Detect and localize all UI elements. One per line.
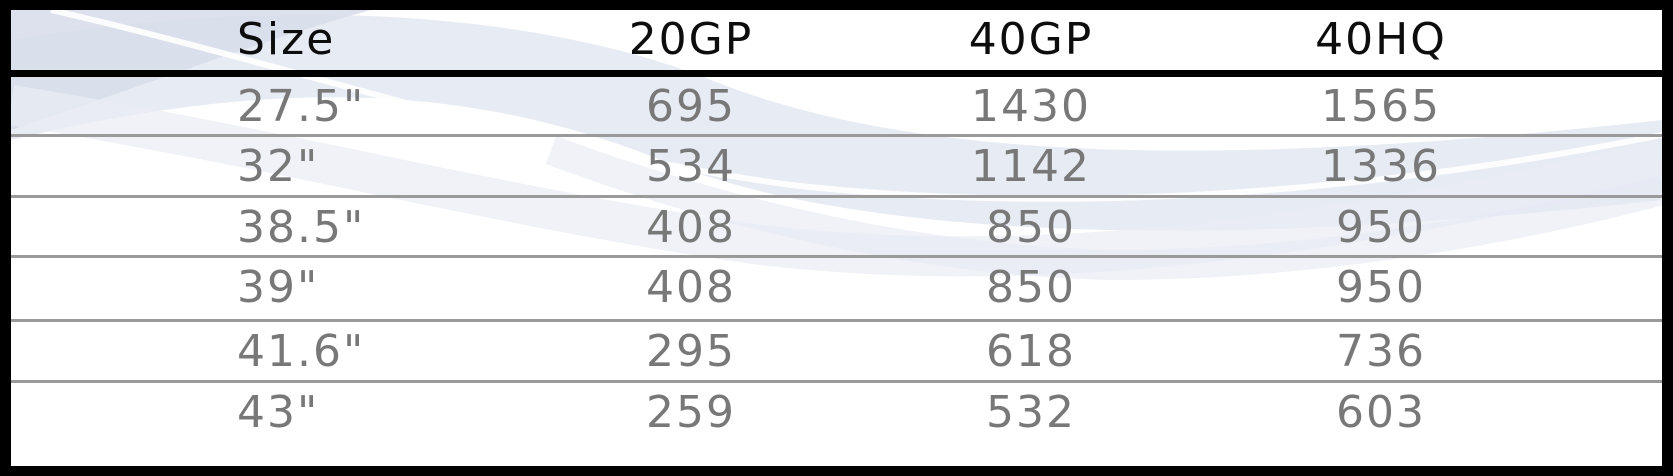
table-row: 43" 259 532 603 (11, 383, 1662, 443)
cell-40hq: 1336 (1321, 141, 1441, 192)
cell-size: 38.5" (237, 202, 366, 253)
row-divider (11, 195, 1662, 198)
cell-20gp: 408 (646, 202, 736, 253)
table-row: 32" 534 1142 1336 (11, 137, 1662, 197)
background-swoosh (11, 10, 1662, 281)
table-row: 27.5" 695 1430 1565 (11, 77, 1662, 137)
cell-size: 27.5" (237, 81, 366, 132)
cell-20gp: 259 (646, 387, 736, 438)
cell-40gp: 850 (986, 262, 1076, 313)
cell-20gp: 295 (646, 326, 736, 377)
cell-size: 43" (237, 387, 320, 438)
cell-40gp: 618 (986, 326, 1076, 377)
row-divider (11, 134, 1662, 137)
table-header-row: Size 20GP 40GP 40HQ (11, 10, 1662, 70)
cell-size: 39" (237, 262, 320, 313)
table-row: 38.5" 408 850 950 (11, 198, 1662, 258)
cell-40gp: 1430 (971, 81, 1091, 132)
row-divider (11, 380, 1662, 383)
cell-20gp: 408 (646, 262, 736, 313)
cell-40hq: 736 (1336, 326, 1426, 377)
container-sizes-table: Size 20GP 40GP 40HQ 27.5" 695 1430 1565 … (11, 10, 1662, 466)
cell-size: 41.6" (237, 326, 366, 377)
header-40gp: 40GP (968, 14, 1094, 65)
cell-20gp: 534 (646, 141, 736, 192)
header-size: Size (237, 14, 336, 65)
header-divider (11, 70, 1662, 77)
row-divider (11, 255, 1662, 258)
table-row: 39" 408 850 950 (11, 258, 1662, 318)
cell-size: 32" (237, 141, 320, 192)
header-40hq: 40HQ (1315, 14, 1447, 65)
cell-40hq: 1565 (1321, 81, 1441, 132)
cell-40gp: 850 (986, 202, 1076, 253)
cell-40gp: 1142 (971, 141, 1091, 192)
header-20gp: 20GP (628, 14, 754, 65)
table-frame: Size 20GP 40GP 40HQ 27.5" 695 1430 1565 … (11, 10, 1662, 466)
table-row: 41.6" 295 618 736 (11, 322, 1662, 382)
cell-40hq: 950 (1336, 262, 1426, 313)
cell-20gp: 695 (646, 81, 736, 132)
cell-40gp: 532 (986, 387, 1076, 438)
cell-40hq: 950 (1336, 202, 1426, 253)
row-divider (11, 319, 1662, 322)
cell-40hq: 603 (1336, 387, 1426, 438)
